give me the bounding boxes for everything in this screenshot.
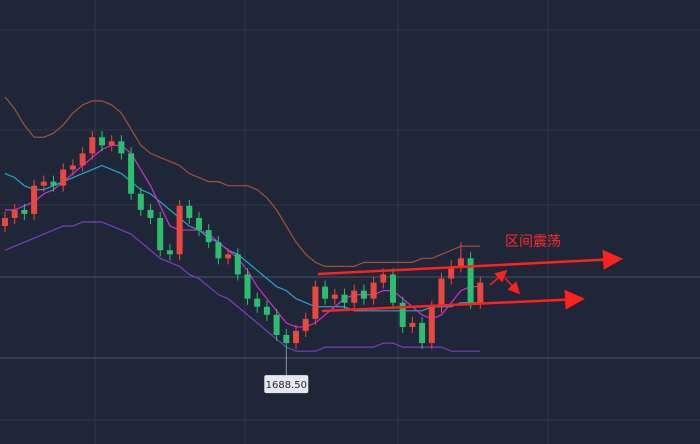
- candle-body: [263, 306, 270, 315]
- candle-body: [79, 153, 86, 166]
- low-marker-label: 1688.50: [266, 380, 307, 391]
- candle-body: [448, 266, 455, 279]
- candle-body: [341, 294, 348, 303]
- candle-body: [234, 254, 241, 275]
- candle-body: [370, 282, 377, 299]
- annotation: 区间震荡: [505, 234, 561, 250]
- candle-body: [283, 335, 290, 344]
- candle-body: [89, 137, 96, 154]
- candle-body: [302, 318, 309, 331]
- candle-body: [380, 274, 387, 283]
- candle-body: [477, 282, 484, 303]
- candle-body: [254, 298, 261, 307]
- candle-body: [360, 290, 367, 299]
- candle-body: [225, 254, 232, 259]
- candle-body: [351, 290, 358, 303]
- candle-body: [157, 217, 164, 251]
- candle-body: [205, 230, 212, 243]
- candle-body: [390, 274, 396, 303]
- candle-body: [419, 322, 426, 344]
- indicator-line: [4, 221, 481, 352]
- candle-body: [399, 302, 406, 327]
- indicator-line: [4, 96, 481, 267]
- candle-body: [312, 286, 319, 319]
- candle-body: [457, 258, 464, 267]
- candle-body: [196, 217, 202, 231]
- candle-body: [293, 330, 299, 344]
- indicator-line: [5, 144, 481, 328]
- candle-body: [60, 169, 67, 186]
- candle-body: [40, 181, 47, 186]
- candle-body: [69, 165, 76, 170]
- candle-body: [31, 185, 38, 214]
- candle-body: [128, 153, 135, 194]
- candle-body: [118, 141, 125, 154]
- candle-body: [409, 322, 416, 327]
- candle-body: [147, 209, 154, 218]
- candle-body: [331, 294, 338, 299]
- candle-body: [166, 250, 173, 255]
- candle-body: [137, 193, 144, 210]
- candle-body: [176, 205, 183, 255]
- candle-body: [108, 141, 115, 146]
- candle-body: [2, 217, 8, 227]
- candle-body: [322, 286, 329, 299]
- candle-body: [186, 205, 193, 218]
- candle-body: [428, 306, 435, 344]
- candle-body: [438, 278, 445, 307]
- candle-body: [467, 258, 474, 303]
- candle-body: [99, 137, 105, 146]
- candle-body: [50, 181, 57, 186]
- candle-body: [215, 242, 222, 259]
- candle-body: [21, 209, 28, 214]
- low-marker-box: [264, 375, 309, 394]
- indicator-line: [4, 164, 481, 312]
- range-arrows: [317, 249, 623, 313]
- candle-body: [273, 314, 280, 336]
- candle-body: [244, 274, 251, 299]
- candle-body: [11, 209, 18, 218]
